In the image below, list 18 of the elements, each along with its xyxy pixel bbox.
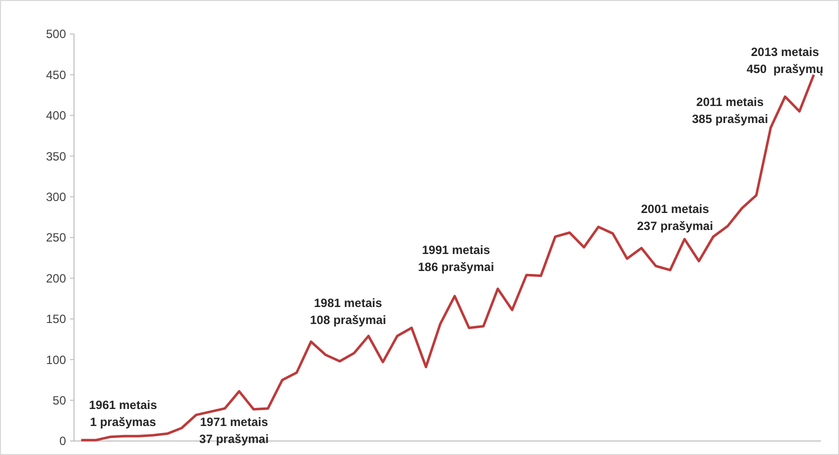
annotation: 1981 metais 108 prašymai [310,296,386,327]
annotation: 2013 metais 450 prašymų [746,45,824,76]
y-tick-label: 500 [46,27,66,42]
y-tick-label: 450 [46,68,66,82]
y-tick-label: 250 [46,230,66,245]
annotation: 2001 metais 237 prašymai [636,202,714,233]
annotation: 1971 metais 37 prašymai [199,415,269,446]
annotation: 1991 metais 186 prašymai [418,243,494,274]
annotation: 2011 metais 385 prašymai [692,95,768,126]
annotation: 1961 metais 1 prašymas [88,398,158,429]
y-tick-label: 350 [46,149,66,164]
y-tick-label: 150 [46,312,66,326]
y-tick-label: 100 [46,352,66,367]
y-tick-label: 0 [59,434,66,448]
y-tick-label: 200 [46,271,66,286]
y-tick-label: 400 [46,108,66,123]
y-tick-label: 300 [46,190,66,204]
y-tick-label: 50 [52,394,66,408]
